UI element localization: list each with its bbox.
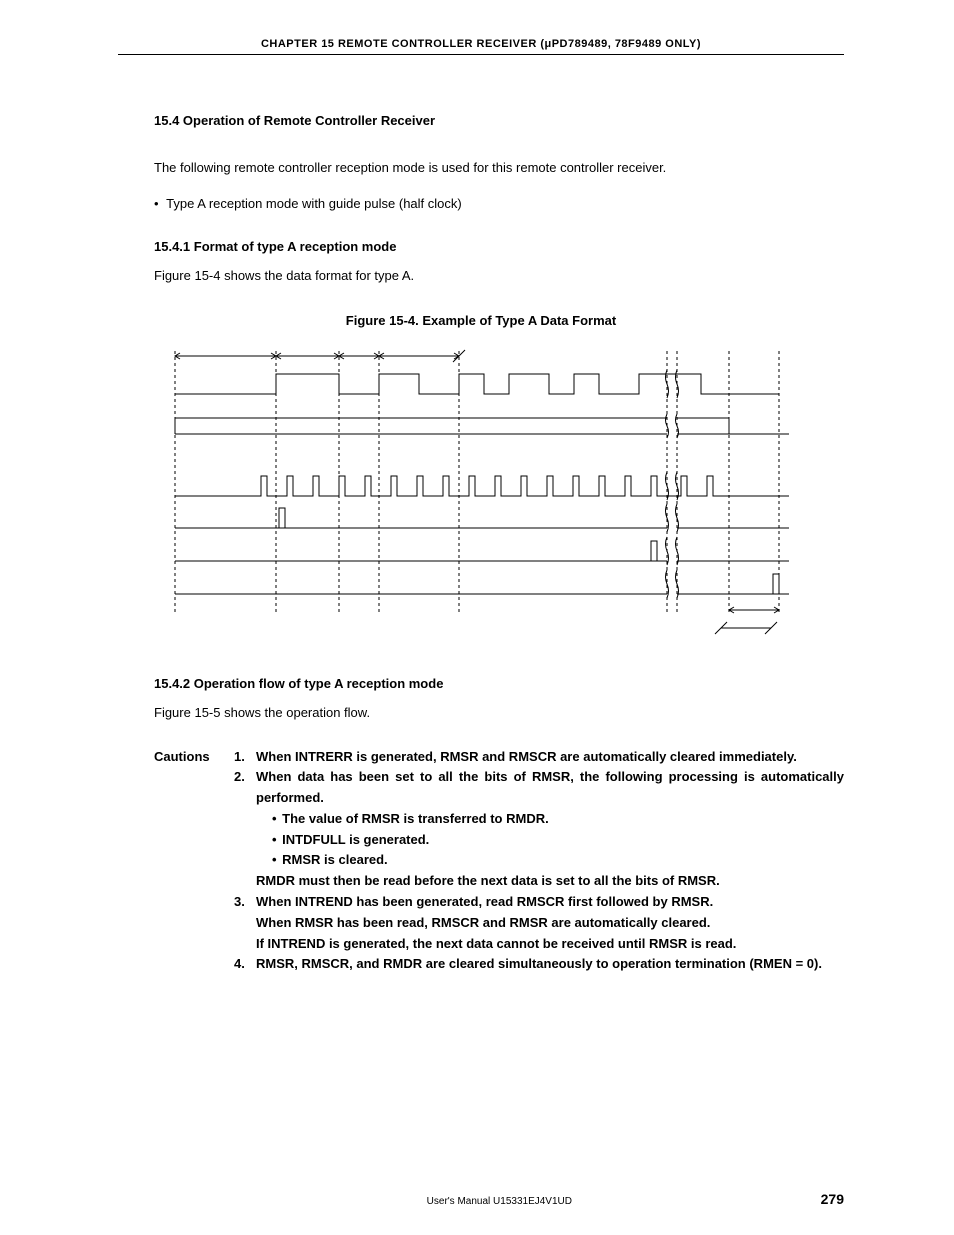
caution-number: 2. [234, 767, 256, 809]
caution-number: 1. [234, 747, 256, 768]
caution-text: RMSR, RMSCR, and RMDR are cleared simult… [256, 954, 844, 975]
caution-label: Cautions [154, 747, 234, 768]
caution-label [154, 934, 234, 955]
caution-number [234, 913, 256, 934]
caution-row: When RMSR has been read, RMSCR and RMSR … [154, 913, 844, 934]
chapter-header: CHAPTER 15 REMOTE CONTROLLER RECEIVER (μ… [118, 38, 844, 50]
section-15-4-1-title: 15.4.1 Format of type A reception mode [154, 239, 844, 254]
caution-row: 3.When INTREND has been generated, read … [154, 892, 844, 913]
caution-text: When data has been set to all the bits o… [256, 767, 844, 809]
figure-15-4-caption: Figure 15-4. Example of Type A Data Form… [118, 313, 844, 328]
page-number: 279 [821, 1191, 844, 1207]
section-15-4-intro: The following remote controller receptio… [154, 158, 844, 178]
caution-bullets: The value of RMSR is transferred to RMDR… [272, 809, 844, 871]
caution-row: The value of RMSR is transferred to RMDR… [154, 809, 844, 871]
page-footer: User's Manual U15331EJ4V1UD 279 [118, 1191, 844, 1207]
timing-diagram [161, 346, 801, 646]
caution-text: When INTREND has been generated, read RM… [256, 892, 844, 913]
cautions-block: Cautions1.When INTRERR is generated, RMS… [154, 747, 844, 976]
section-15-4-2-title: 15.4.2 Operation flow of type A receptio… [154, 676, 844, 691]
caution-label [154, 913, 234, 934]
page-header: CHAPTER 15 REMOTE CONTROLLER RECEIVER (μ… [118, 38, 844, 55]
caution-row: 2.When data has been set to all the bits… [154, 767, 844, 809]
caution-bullet-item: The value of RMSR is transferred to RMDR… [272, 809, 844, 830]
section-15-4-bullet: Type A reception mode with guide pulse (… [154, 196, 844, 211]
caution-text: If INTREND is generated, the next data c… [256, 934, 844, 955]
caution-number: 3. [234, 892, 256, 913]
caution-label [154, 767, 234, 809]
caution-row: If INTREND is generated, the next data c… [154, 934, 844, 955]
section-15-4-title: 15.4 Operation of Remote Controller Rece… [154, 113, 844, 128]
section-15-4-2-body: Figure 15-5 shows the operation flow. [154, 703, 844, 723]
caution-row: RMDR must then be read before the next d… [154, 871, 844, 892]
section-15-4-1-body: Figure 15-4 shows the data format for ty… [154, 266, 844, 286]
caution-bullet-item: INTDFULL is generated. [272, 830, 844, 851]
caution-row: 4.RMSR, RMSCR, and RMDR are cleared simu… [154, 954, 844, 975]
caution-text: When RMSR has been read, RMSCR and RMSR … [256, 913, 844, 934]
caution-number: 4. [234, 954, 256, 975]
caution-bullet-item: RMSR is cleared. [272, 850, 844, 871]
caution-number [234, 934, 256, 955]
caution-text: RMDR must then be read before the next d… [256, 871, 844, 892]
caution-label [154, 892, 234, 913]
caution-row: Cautions1.When INTRERR is generated, RMS… [154, 747, 844, 768]
caution-text: When INTRERR is generated, RMSR and RMSC… [256, 747, 844, 768]
footer-manual-id: User's Manual U15331EJ4V1UD [178, 1196, 821, 1207]
caution-label [154, 954, 234, 975]
